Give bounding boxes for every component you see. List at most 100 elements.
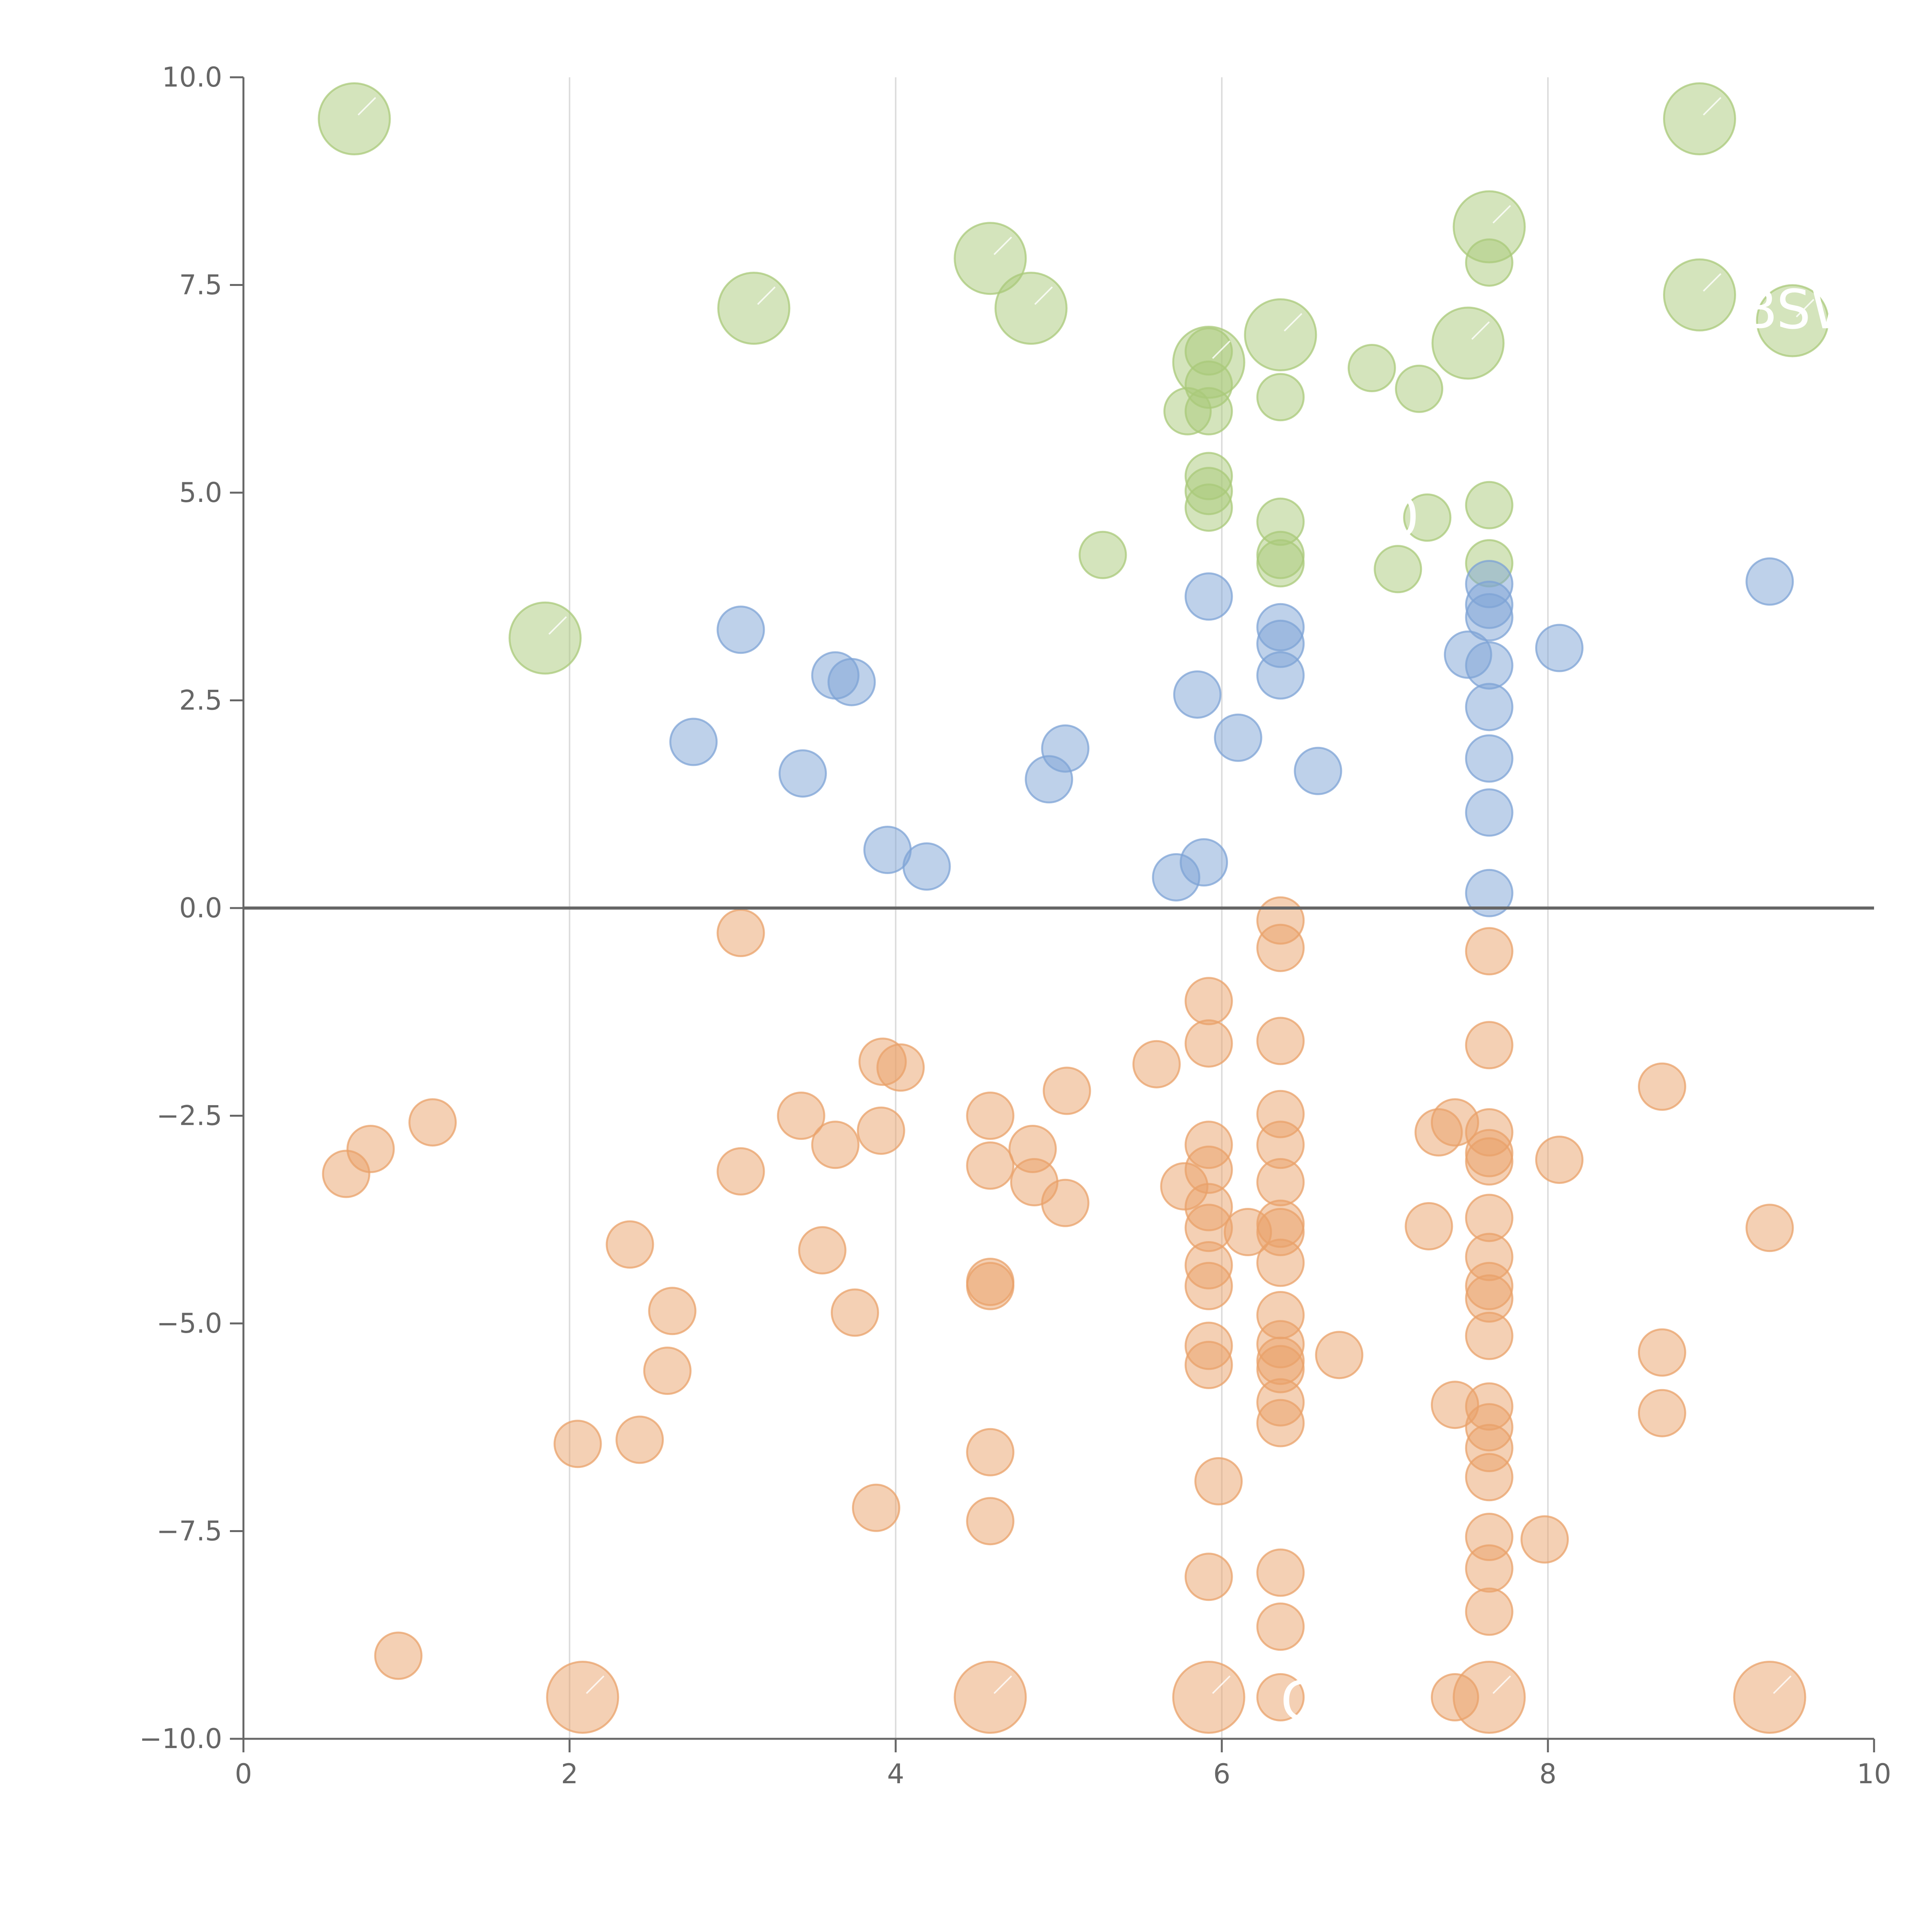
green-point (1256, 373, 1305, 422)
orange-point (648, 1287, 697, 1335)
green-point (1465, 481, 1514, 529)
green-point (1347, 344, 1396, 392)
orange-point (1256, 1017, 1305, 1065)
orange-point (546, 1661, 619, 1734)
orange-point (374, 1631, 423, 1680)
leader-line (586, 1675, 605, 1694)
orange-point (1638, 1328, 1686, 1377)
orange-point (1465, 1021, 1514, 1070)
orange-point (857, 1106, 905, 1155)
orange-point (831, 1288, 879, 1337)
orange-point (1256, 1673, 1305, 1721)
blue-point (1465, 788, 1514, 837)
orange-point (1465, 1453, 1514, 1502)
green-point (994, 272, 1068, 345)
blue-point (1465, 593, 1514, 641)
leader-line (1034, 286, 1053, 305)
orange-point (605, 1220, 654, 1269)
orange-point (716, 909, 765, 957)
green-point (1184, 483, 1233, 532)
green-point (1184, 387, 1233, 435)
green-point (318, 82, 391, 155)
blue-point (1180, 838, 1228, 887)
y-tick-label: −7.5 (156, 1515, 222, 1547)
x-tick-label: 4 (887, 1758, 905, 1790)
blue-point (1173, 670, 1222, 719)
orange-point (1256, 1399, 1305, 1447)
orange-point (1043, 1066, 1091, 1115)
orange-point (1465, 1137, 1514, 1186)
orange-point (966, 1141, 1015, 1190)
green-point (1078, 531, 1127, 579)
orange-point (966, 1092, 1015, 1140)
orange-point (1256, 1158, 1305, 1206)
orange-point (1041, 1179, 1090, 1227)
blue-point (1535, 624, 1584, 672)
leader-line (993, 236, 1012, 255)
orange-point (966, 1497, 1015, 1546)
y-tick-label: −5.0 (156, 1308, 222, 1339)
orange-point (1430, 1673, 1479, 1721)
blue-point (1465, 683, 1514, 731)
orange-point (1184, 1019, 1233, 1068)
y-tick-label: −2.5 (156, 1100, 222, 1132)
y-tick-label: 5.0 (179, 477, 222, 509)
axes (230, 76, 1875, 1752)
leader-line (993, 1675, 1012, 1694)
blue-point (1214, 713, 1262, 762)
label-leader-lines (357, 97, 1815, 1694)
y-tick-label: 2.5 (179, 685, 222, 716)
orange-point (1256, 1548, 1305, 1597)
point-labels: 4 BSW 0 Cl (1281, 83, 1864, 1733)
leader-line (1703, 97, 1721, 116)
orange-point (1184, 1341, 1233, 1389)
y-tick-label: −10.0 (139, 1723, 222, 1755)
point-label: 4 (1735, 83, 1770, 146)
blue-point (1465, 869, 1514, 917)
orange-point (1256, 1238, 1305, 1287)
y-tick-label: 0.0 (179, 892, 222, 924)
green-point (509, 601, 582, 675)
blue-point (1184, 572, 1233, 621)
blue-point (827, 658, 876, 706)
green-point (1244, 298, 1317, 371)
green-point (1403, 493, 1452, 542)
orange-point (1256, 1602, 1305, 1651)
orange-point (852, 1483, 900, 1532)
blue-point (1465, 641, 1514, 690)
point-label: Cl (1281, 1670, 1333, 1733)
orange-point (346, 1125, 395, 1173)
leader-line (1703, 273, 1721, 292)
point-label: BSW (1740, 279, 1864, 342)
x-tick-label: 10 (1857, 1758, 1891, 1790)
green-point (1395, 364, 1444, 413)
orange-point (811, 1121, 860, 1169)
orange-point (716, 1147, 765, 1196)
green-point (1465, 238, 1514, 287)
blue-point (1294, 747, 1342, 795)
orange-point (1465, 927, 1514, 976)
orange-point (966, 1262, 1015, 1310)
orange-point (1194, 1457, 1243, 1505)
orange-point (1256, 923, 1305, 972)
leader-line (548, 616, 567, 635)
leader-line (1773, 1675, 1792, 1694)
green-point (1256, 539, 1305, 588)
leader-line (1284, 313, 1303, 332)
green-point (1431, 306, 1505, 380)
orange-point (615, 1415, 664, 1464)
orange-point (1465, 1587, 1514, 1636)
blue-point (1465, 734, 1514, 783)
orange-point (408, 1098, 457, 1147)
leader-line (1212, 1675, 1231, 1694)
green-point (1663, 82, 1736, 155)
blue-point (716, 605, 765, 654)
x-tick-label: 8 (1539, 1758, 1557, 1790)
leader-line (1471, 321, 1490, 340)
y-tick-label: 10.0 (162, 61, 222, 93)
orange-point (1315, 1331, 1364, 1379)
orange-point (553, 1420, 602, 1468)
blue-point (778, 749, 827, 798)
leader-line (1796, 299, 1815, 318)
